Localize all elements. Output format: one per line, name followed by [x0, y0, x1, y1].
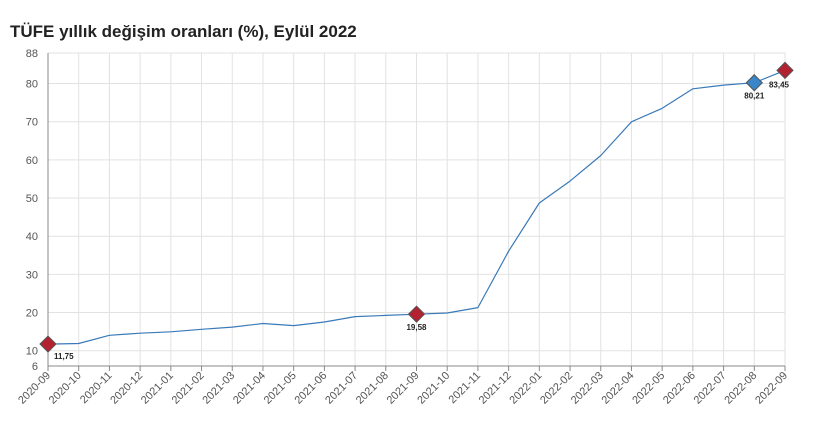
x-tick-label: 2022-04 [600, 370, 637, 407]
x-tick-label: 2021-08 [354, 370, 391, 407]
y-tick-label: 30 [26, 269, 38, 281]
x-tick-label: 2022-01 [507, 370, 544, 407]
x-tick-label: 2021-11 [447, 370, 483, 406]
y-tick-label: 20 [26, 308, 38, 320]
x-tick-label: 2022-05 [630, 370, 667, 407]
data-point [322, 320, 326, 324]
x-tick-label: 2022-09 [753, 370, 790, 407]
data-point [200, 327, 204, 331]
highlight-marker [407, 305, 426, 323]
x-tick-label: 2022-07 [692, 370, 729, 407]
highlight-marker [745, 74, 763, 92]
y-tick-label: 80 [26, 79, 38, 91]
data-point [261, 321, 265, 325]
x-tick-label: 2021-05 [262, 370, 299, 407]
data-point [292, 324, 296, 328]
highlight-marker [39, 335, 57, 353]
data-label: 80,21 [744, 92, 765, 101]
data-point [476, 306, 480, 310]
highlight-marker [776, 61, 794, 80]
data-point [169, 330, 173, 334]
x-tick-label: 2021-02 [170, 370, 207, 407]
data-point [691, 87, 695, 91]
data-point [77, 342, 81, 346]
x-tick-label: 2022-02 [538, 370, 575, 407]
data-point [599, 154, 603, 158]
data-point [629, 120, 633, 124]
y-tick-label: 40 [26, 231, 38, 243]
data-label: 19,58 [406, 323, 427, 332]
data-point [507, 249, 511, 253]
x-tick-label: 2022-06 [661, 370, 698, 407]
data-point [384, 313, 388, 317]
x-tick-label: 2021-12 [477, 370, 514, 407]
x-tick-labels: 2020-092020-102020-112020-122021-012021-… [16, 370, 790, 407]
y-tick-label: 50 [26, 193, 38, 205]
data-point [537, 201, 541, 205]
y-tick-label: 88 [26, 48, 38, 60]
data-point [445, 311, 449, 315]
data-point [353, 315, 357, 319]
y-tick-label: 60 [26, 155, 38, 167]
data-labels: 11,75 19,58 80,21 83,45 [54, 80, 790, 361]
data-point [568, 179, 572, 183]
chart-title: TÜFE yıllık değişim oranları (%), Eylül … [10, 22, 357, 41]
highlight-markers [39, 61, 794, 353]
y-tick-labels: 6 10 20 30 40 50 60 70 80 88 [26, 48, 38, 373]
x-tick-label: 2021-04 [231, 370, 268, 407]
x-tick-label: 2021-03 [200, 370, 237, 407]
data-point [138, 331, 142, 335]
data-point [722, 83, 726, 87]
data-label: 83,45 [769, 80, 790, 89]
x-tick-label: 2022-03 [569, 370, 606, 407]
y-tick-label: 6 [32, 361, 38, 373]
data-point [230, 325, 234, 329]
data-label: 11,75 [54, 352, 74, 361]
x-tick-label: 2022-08 [722, 370, 759, 407]
x-tick-label: 2021-10 [415, 370, 452, 407]
data-point [660, 106, 664, 110]
x-tick-label: 2021-01 [139, 370, 176, 407]
x-tick-label: 2021-06 [292, 370, 329, 407]
y-tick-label: 10 [26, 346, 38, 358]
axes [47, 53, 786, 371]
x-tick-label: 2021-09 [385, 370, 422, 407]
x-tick-label: 2020-10 [47, 370, 84, 407]
x-tick-label: 2020-11 [78, 370, 114, 406]
data-point [107, 333, 111, 337]
y-tick-label: 70 [26, 117, 38, 129]
x-tick-label: 2020-09 [16, 370, 53, 407]
x-tick-label: 2020-12 [108, 370, 145, 407]
x-tick-label: 2021-07 [323, 370, 360, 407]
